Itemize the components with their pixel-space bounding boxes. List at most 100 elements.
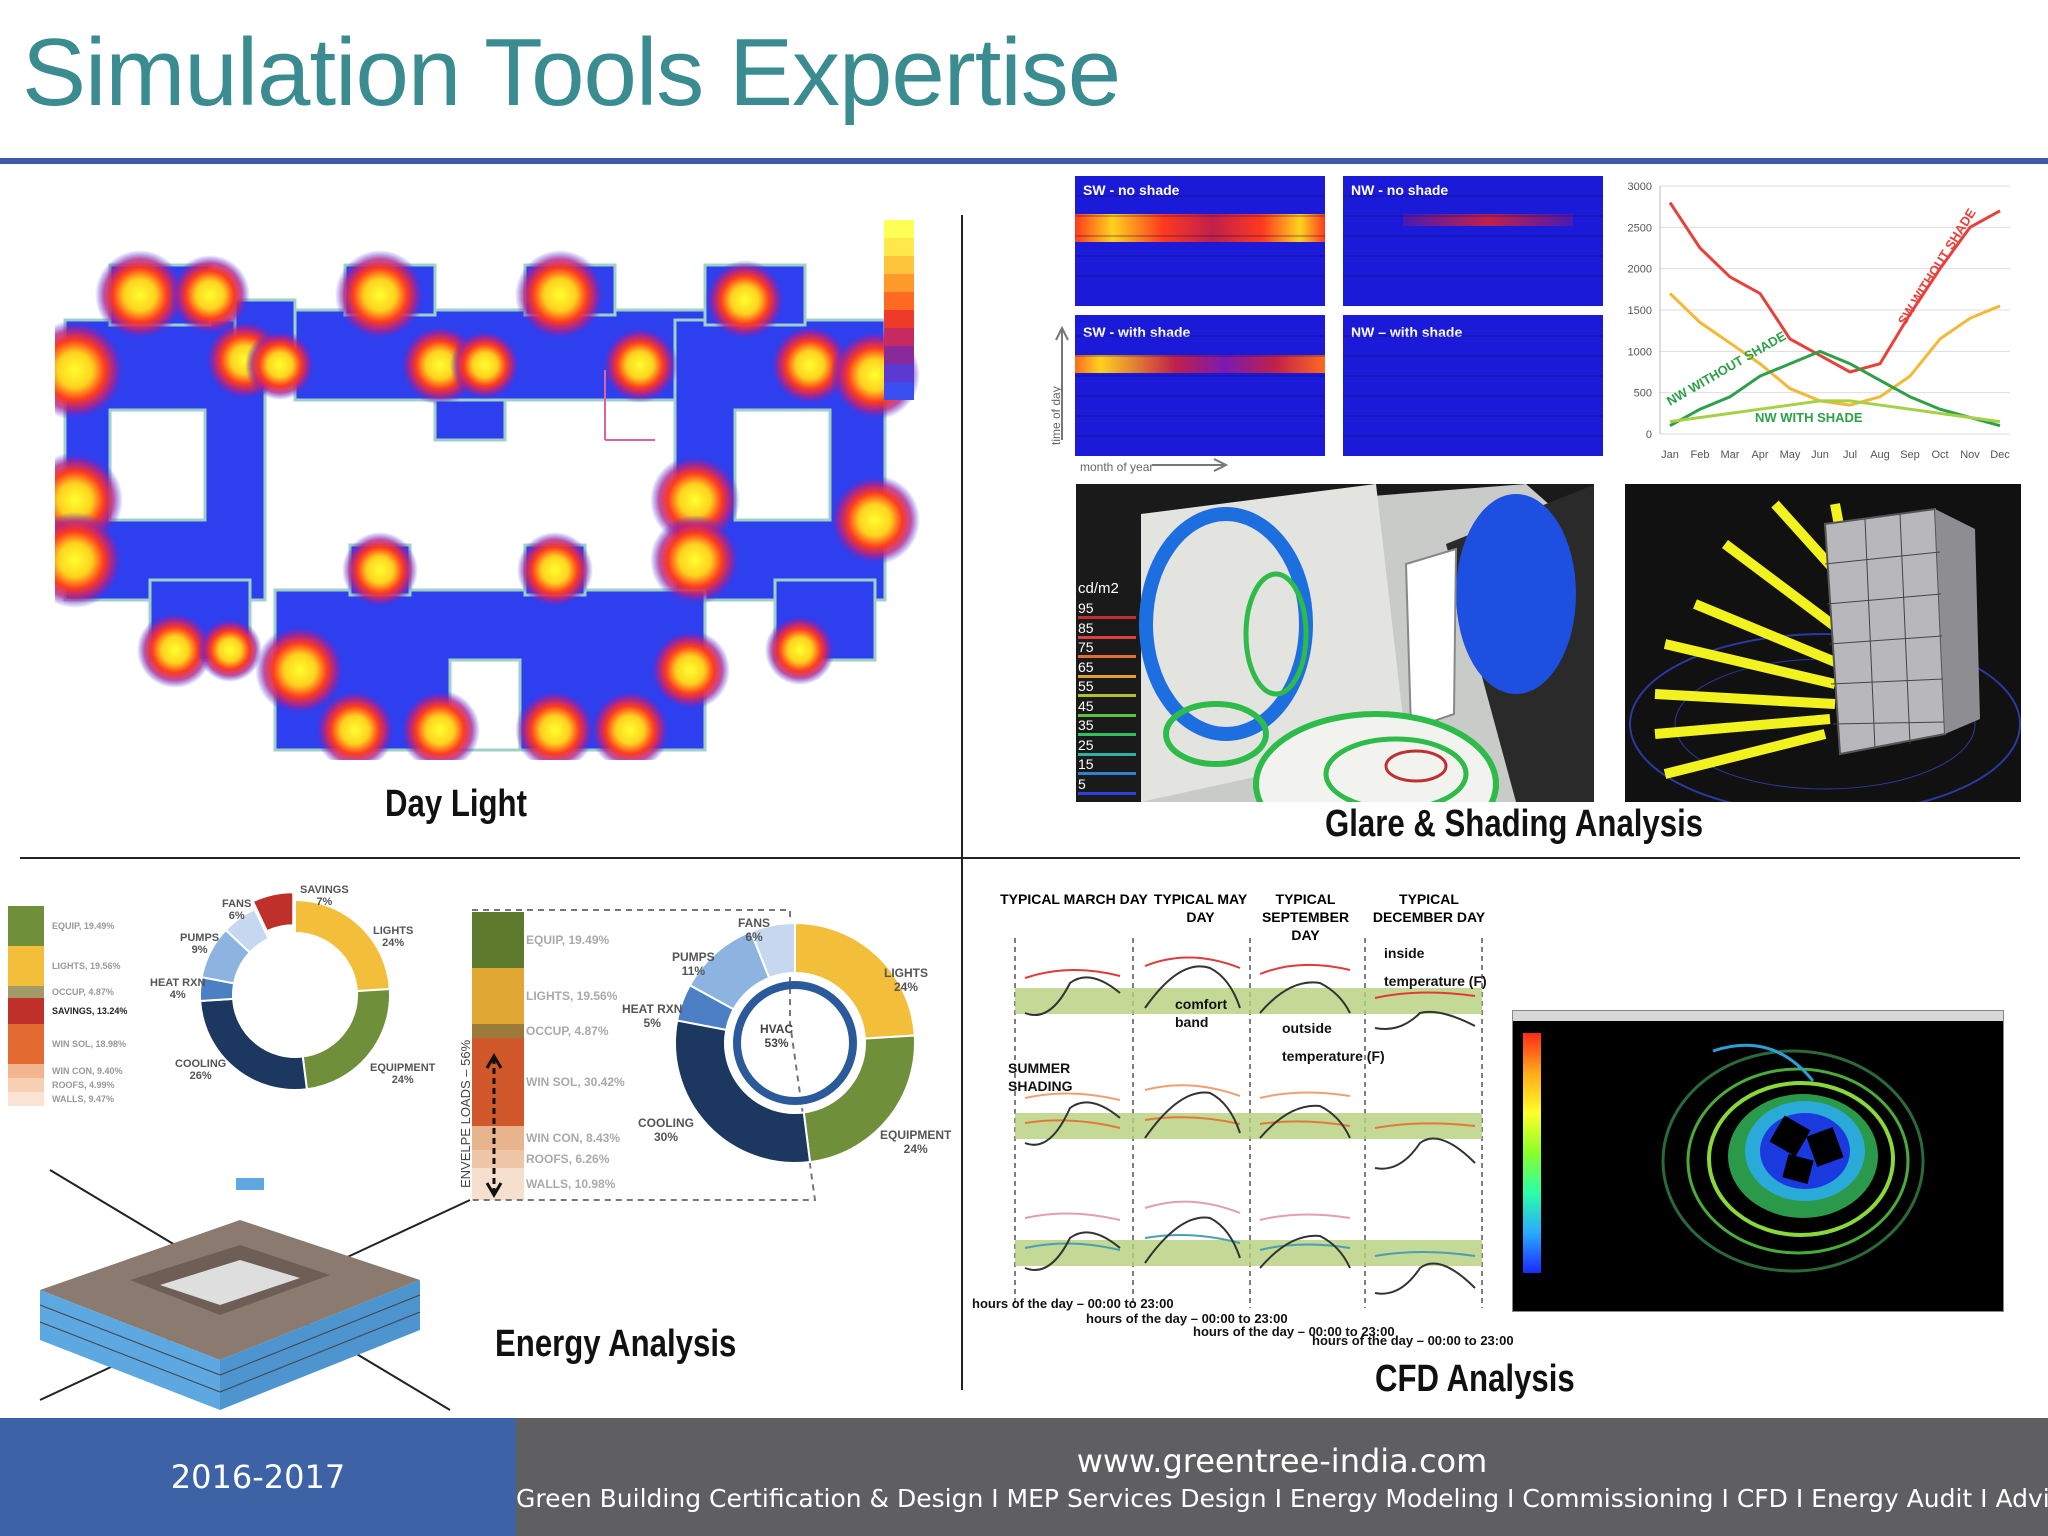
x-tick-label: Jan — [1661, 449, 1679, 461]
glare-tick: 45 — [1078, 698, 1138, 718]
page-title: Simulation Tools Expertise — [22, 19, 1121, 126]
shading-sunpath-render — [1625, 484, 2021, 802]
cfd-outside-label: outside — [1282, 1020, 1332, 1036]
title-divider — [0, 158, 2048, 164]
glare-tick-bar — [1078, 733, 1136, 736]
stack-segment — [472, 1168, 524, 1200]
cfd-hours-label-1: hours of the day – 00:00 to 23:00 — [972, 1296, 1174, 1311]
glare-tick: 35 — [1078, 717, 1138, 737]
y-tick-label: 3000 — [1628, 181, 1652, 193]
glare-scale-ticks: 95 85 75 65 55 45 35 25 15 5 — [1078, 600, 1138, 795]
stack-segment — [472, 1150, 524, 1168]
cfd-inside-temp-label: temperature (F) — [1384, 973, 1487, 989]
footer-year: 2016-2017 — [170, 1458, 346, 1496]
x-tick-label: Feb — [1691, 449, 1710, 461]
series-line — [1669, 399, 2001, 424]
glare-tick: 5 — [1078, 776, 1138, 796]
legend-item: ROOFS, 4.99% — [8, 1078, 168, 1092]
glare-tick-label: 95 — [1078, 600, 1094, 616]
glare-tick-bar — [1078, 616, 1136, 619]
donut-slice — [674, 1019, 812, 1164]
glare-tick-bar — [1078, 791, 1136, 795]
donut1-equipment-label: EQUIPMENT 24% — [370, 1062, 436, 1086]
donut2-equipment-label: EQUIPMENT 24% — [880, 1128, 952, 1156]
donut2-heatrxn-label: HEAT RXN 5% — [622, 1002, 683, 1030]
x-tick-label: Jul — [1843, 449, 1857, 461]
cfd-velocity-render — [1512, 1010, 2004, 1312]
energy-stacked-bar — [472, 912, 524, 1200]
glare-tick-bar — [1078, 694, 1136, 697]
glare-tick: 25 — [1078, 737, 1138, 757]
cfd-inside-label: inside — [1384, 945, 1425, 961]
legend-label: WIN CON, 9.40% — [52, 1066, 123, 1076]
donut1-cooling-label: COOLING 26% — [175, 1058, 227, 1082]
legend-label: WIN SOL, 18.98% — [52, 1039, 127, 1049]
donut1-lights-label: LIGHTS 24% — [373, 925, 414, 949]
cfd-color-scale — [1523, 1033, 1541, 1273]
glare-tick-label: 5 — [1078, 775, 1086, 792]
energy-building-model — [39, 1169, 471, 1411]
glare-tick-bar — [1078, 752, 1136, 756]
heatmap-sw-no-shade: SW - no shade — [1075, 176, 1325, 306]
solar-load-line-chart: 0 500 1000 1500 2000 2500 3000 Jan Feb Mar Apr May… — [1628, 181, 2011, 461]
legend-label: SAVINGS, 13.24% — [52, 1006, 128, 1016]
footer-website-link[interactable]: www.greentree-india.com — [1076, 1442, 1488, 1480]
footer-right-band — [516, 1418, 2048, 1536]
glare-tick-bar — [1078, 635, 1136, 639]
stack-label: LIGHTS, 19.56% — [526, 989, 618, 1003]
glare-tick-label: 65 — [1078, 658, 1094, 675]
donut1-fans-label: FANS 6% — [222, 898, 252, 922]
glare-tick-label: 55 — [1078, 678, 1094, 694]
cfd-temperature-charts — [1014, 938, 1483, 1308]
glare-tick: 95 — [1078, 600, 1138, 620]
donut1-savings-label: SAVINGS 7% — [300, 884, 349, 908]
legend-item: EQUIP, 19.49% — [8, 906, 168, 946]
donut2-cooling-label: COOLING 30% — [638, 1116, 694, 1144]
legend-swatch — [8, 906, 44, 946]
legend-swatch — [8, 1064, 44, 1078]
heatmap-label: SW - no shade — [1083, 182, 1180, 198]
time-of-day-axis — [1055, 325, 1069, 440]
cfd-header-september: TYPICAL SEPTEMBER DAY — [1261, 891, 1350, 943]
month-arrow — [1152, 458, 1229, 472]
sunpath-image — [1629, 500, 2021, 802]
y-tick-label: 500 — [1634, 388, 1652, 400]
time-of-day-label: time of day — [1049, 386, 1063, 445]
horizontal-divider — [20, 857, 2020, 859]
daylight-floor-plan — [55, 250, 920, 760]
glare-scale-unit: cd/m2 — [1078, 580, 1119, 597]
stack-segment — [472, 1126, 524, 1150]
legend-label: OCCUP, 4.87% — [52, 987, 114, 997]
donut-slice — [224, 907, 270, 954]
donut1-heatrxn-label: HEAT RXN 4% — [150, 977, 206, 1001]
month-of-year-label: month of year — [1080, 460, 1154, 474]
legend-item: WIN CON, 9.40% — [8, 1064, 168, 1078]
hvac-ring — [733, 981, 857, 1105]
stack-segment — [472, 1024, 524, 1038]
x-tick-label: Sep — [1900, 449, 1920, 461]
x-tick-label: Dec — [1990, 449, 2010, 461]
series-line — [1669, 349, 2001, 428]
glare-tick-bar — [1078, 655, 1136, 658]
stack-label: WIN SOL, 30.42% — [526, 1075, 625, 1089]
glare-tick-label: 45 — [1078, 697, 1094, 714]
series-label-sw-without: SW WITHOUT SHADE — [1895, 205, 1979, 327]
y-tick-label: 2000 — [1628, 264, 1652, 276]
stack-label: EQUIP, 19.49% — [526, 933, 610, 947]
stack-label: WALLS, 10.98% — [526, 1177, 616, 1191]
legend-item: SAVINGS, 13.24% — [8, 998, 168, 1024]
x-tick-label: Oct — [1931, 449, 1948, 461]
cfd-band-label: band — [1175, 1014, 1209, 1030]
cfd-headers: TYPICAL MARCH DAY TYPICAL MAY DAY TYPICA… — [1000, 890, 1500, 960]
vertical-divider — [961, 215, 963, 1390]
energy-donut-proposed — [674, 921, 916, 1164]
y-tick-label: 1500 — [1628, 305, 1652, 317]
series-label-nw-with: NW WITH SHADE — [1755, 410, 1863, 425]
stack-dashed-frame — [472, 909, 817, 1201]
donut-slice — [251, 891, 295, 933]
glare-tick-bar — [1078, 713, 1136, 717]
x-tick-label: Nov — [1960, 449, 1980, 461]
cfd-flow-image — [1661, 1043, 1925, 1273]
cfd-comfort-label: comfort — [1175, 996, 1228, 1012]
stack-segment — [472, 912, 524, 968]
